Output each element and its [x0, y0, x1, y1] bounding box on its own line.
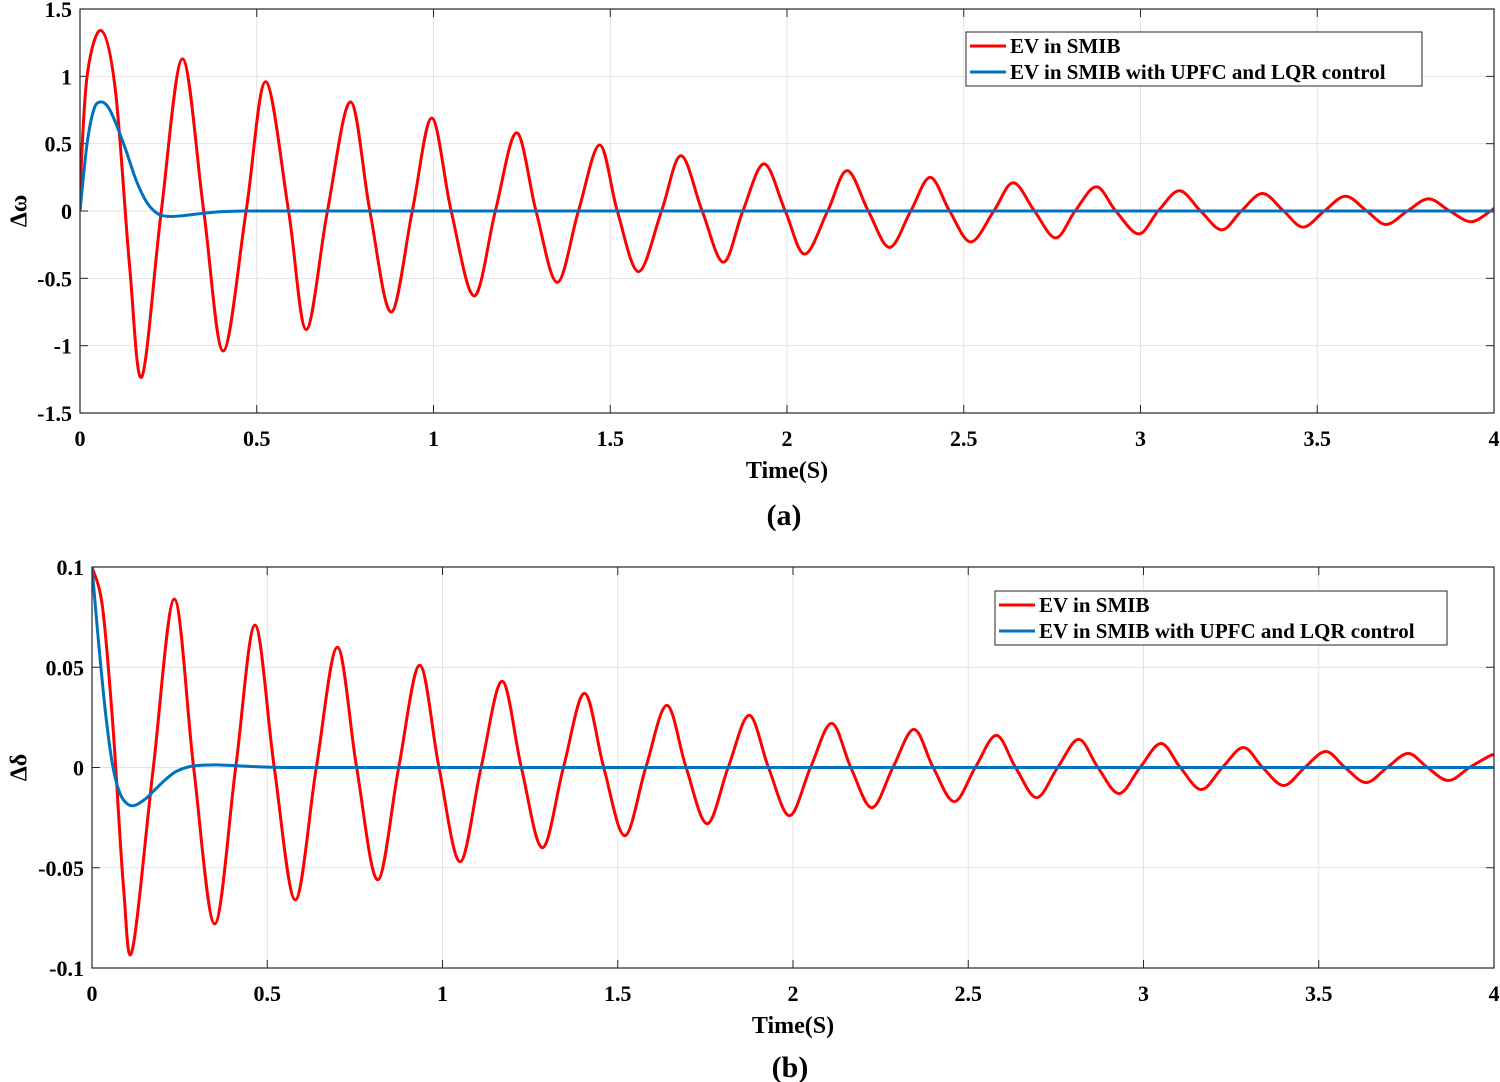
legend-box [994, 590, 1448, 646]
y-tick-label: -0.5 [37, 266, 72, 291]
x-tick-label: 3.5 [1305, 981, 1333, 1006]
legend-label-ev-upfc-lqr: EV in SMIB with UPFC and LQR control [1039, 619, 1415, 643]
y-tick-label: 0 [73, 756, 84, 781]
x-tick-label: 0 [87, 981, 98, 1006]
series-line-ev-upfc-lqr [92, 567, 1494, 808]
x-tick-label: 4 [1489, 426, 1500, 451]
x-tick-label: 2 [782, 426, 793, 451]
y-tick-label: 1.5 [45, 0, 73, 22]
legend-label-ev-upfc-lqr: EV in SMIB with UPFC and LQR control [1010, 60, 1386, 84]
x-tick-label: 0.5 [254, 981, 282, 1006]
x-tick-label: 2.5 [950, 426, 978, 451]
y-axis-title: Δω [6, 195, 32, 228]
x-tick-label: 1.5 [604, 981, 632, 1006]
panel-caption: (b) [772, 1051, 809, 1082]
x-tick-label: 3 [1135, 426, 1146, 451]
y-tick-label: -0.05 [38, 856, 84, 881]
x-tick-label: 3.5 [1304, 426, 1332, 451]
x-tick-label: 2 [788, 981, 799, 1006]
y-tick-label: -1.5 [37, 401, 72, 426]
y-tick-label: -0.1 [49, 956, 84, 981]
axes-box [79, 8, 1495, 414]
x-axis-title: Time(S) [746, 458, 828, 484]
y-tick-label: 0 [61, 199, 72, 224]
x-axis-title: Time(S) [752, 1013, 834, 1039]
x-tick-label: 2.5 [955, 981, 983, 1006]
y-tick-label: 0.05 [46, 655, 85, 680]
x-tick-label: 1.5 [597, 426, 625, 451]
legend-box [965, 31, 1423, 87]
panel-caption: (a) [767, 499, 802, 532]
y-tick-label: 0.1 [57, 555, 85, 580]
x-tick-label: 3 [1138, 981, 1149, 1006]
x-tick-label: 1 [428, 426, 439, 451]
axes-box [91, 566, 1495, 969]
x-tick-label: 1 [437, 981, 448, 1006]
x-tick-label: 0.5 [243, 426, 271, 451]
x-tick-label: 0 [75, 426, 86, 451]
y-tick-label: -1 [54, 334, 72, 359]
legend-label-ev-smib: EV in SMIB [1039, 593, 1150, 617]
legend-label-ev-smib: EV in SMIB [1010, 34, 1121, 58]
series-line-ev-smib [92, 567, 1494, 957]
y-tick-label: 0.5 [45, 132, 73, 157]
series-line-ev-smib [80, 29, 1494, 379]
y-axis-title: Δδ [6, 754, 32, 782]
x-tick-label: 4 [1489, 981, 1500, 1006]
chart-panel-a: 0 0.5 1 1.5 2 2.5 3 3.5 4 -1.5 -1 -0.5 0 0.5 1 1.5 Time(… [6, 0, 1499, 532]
series-line-ev-upfc-lqr [80, 100, 1494, 218]
y-tick-label: 1 [61, 64, 72, 89]
chart-panel-b: 0 0.5 1 1.5 2 2.5 3 3.5 4 -0.1 -0.05 0 0.05 0.1 Time(S… [6, 555, 1499, 1082]
